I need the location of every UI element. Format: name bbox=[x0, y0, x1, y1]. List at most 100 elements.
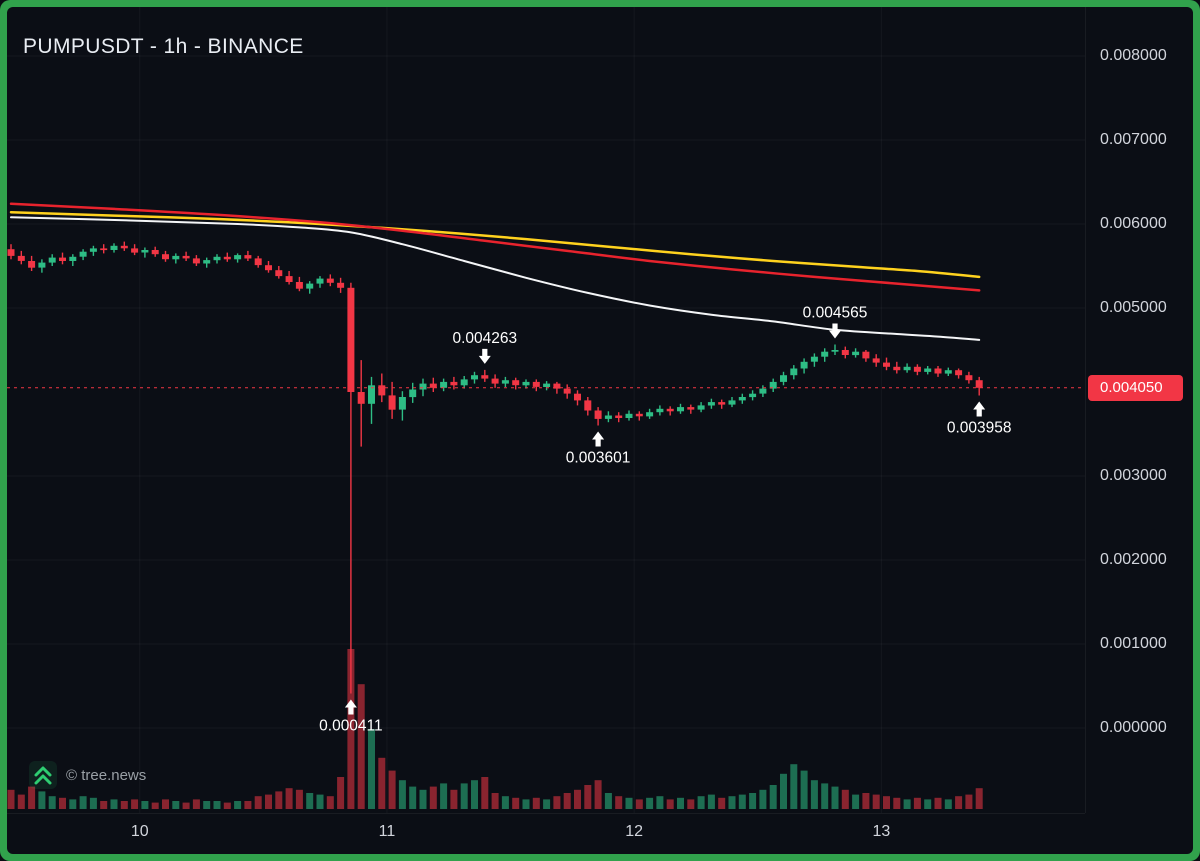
candle-body bbox=[388, 395, 396, 410]
candle-body bbox=[234, 255, 242, 260]
candle-body bbox=[398, 397, 406, 410]
current-price-label: 0.004050 bbox=[1088, 374, 1183, 401]
volume-bar bbox=[368, 729, 375, 809]
volume-bar bbox=[924, 799, 932, 809]
volume-bar bbox=[903, 799, 911, 809]
candle-body bbox=[718, 402, 726, 405]
volume-bar bbox=[357, 684, 365, 809]
volume-bar bbox=[285, 788, 293, 809]
candle-body bbox=[780, 375, 787, 382]
candle-body bbox=[151, 250, 159, 255]
volume-bar bbox=[615, 796, 623, 809]
volume-bar bbox=[563, 793, 571, 809]
candle-body bbox=[543, 383, 551, 387]
candle-body bbox=[28, 261, 36, 268]
candle-body bbox=[306, 283, 314, 289]
candle-body bbox=[203, 260, 211, 264]
candle-body bbox=[295, 282, 303, 289]
volume-bar bbox=[553, 796, 561, 809]
candle-body bbox=[326, 278, 334, 283]
volume-bar bbox=[59, 797, 66, 809]
volume-bar bbox=[316, 794, 324, 809]
volume-bar bbox=[110, 799, 118, 809]
candle-body bbox=[790, 368, 798, 376]
candle-body bbox=[852, 351, 860, 356]
candle-body bbox=[883, 362, 890, 367]
candle-body bbox=[841, 350, 849, 355]
candle-body bbox=[172, 255, 180, 260]
candle-body bbox=[131, 248, 139, 253]
volume-bar bbox=[213, 801, 221, 809]
tree-news-watermark[interactable]: © tree.news bbox=[29, 761, 146, 789]
volume-bar bbox=[543, 799, 551, 809]
price-annotation-label: 0.004263 bbox=[452, 330, 517, 347]
volume-bar bbox=[738, 794, 746, 809]
watermark-label: © tree.news bbox=[66, 766, 147, 784]
volume-bar bbox=[388, 770, 396, 809]
volume-bar bbox=[831, 786, 839, 809]
candle-body bbox=[615, 415, 623, 418]
candle-body bbox=[69, 256, 77, 261]
volume-bar bbox=[440, 783, 448, 809]
volume-bar bbox=[89, 797, 97, 809]
arrow-up-icon bbox=[973, 401, 986, 417]
volume-layer bbox=[7, 649, 983, 809]
candle-body bbox=[687, 407, 695, 410]
volume-bar bbox=[687, 799, 695, 809]
volume-bar bbox=[522, 799, 530, 809]
volume-bar bbox=[337, 777, 345, 809]
candle-body bbox=[38, 262, 46, 268]
candle-body bbox=[79, 251, 87, 257]
price-tick-label: 0.007000 bbox=[1100, 131, 1167, 148]
candle-body bbox=[368, 385, 375, 404]
volume-bar bbox=[810, 780, 818, 809]
candle-body bbox=[254, 258, 262, 266]
candle-body bbox=[471, 375, 478, 380]
price-tick-label: 0.003000 bbox=[1100, 467, 1167, 484]
volume-bar bbox=[378, 757, 386, 809]
time-tick-label: 13 bbox=[872, 823, 891, 840]
candle-body bbox=[800, 361, 808, 369]
volume-bar bbox=[944, 799, 952, 809]
candle-body bbox=[512, 380, 520, 386]
volume-bar bbox=[398, 780, 406, 809]
price-chart[interactable]: 0.004263 0.004565 0.003601 0.003958 0.000411 bbox=[7, 7, 1085, 813]
volume-bar bbox=[532, 797, 540, 809]
candle-body bbox=[893, 366, 901, 371]
arrow-down-icon bbox=[478, 348, 491, 364]
volume-bar bbox=[244, 801, 252, 809]
volume-bar bbox=[79, 796, 87, 809]
candles-layer bbox=[7, 241, 983, 694]
price-axis[interactable]: 0.004050 0.008000 0.007000 0.006000 0.00500… bbox=[1085, 7, 1187, 813]
volume-bar bbox=[646, 797, 654, 809]
volume-bar bbox=[192, 799, 200, 809]
candle-body bbox=[944, 370, 952, 374]
time-tick-label: 11 bbox=[378, 823, 396, 840]
price-tick-label: 0.002000 bbox=[1100, 551, 1167, 568]
volume-bar bbox=[28, 786, 36, 809]
candle-body bbox=[831, 350, 839, 352]
volume-bar bbox=[38, 791, 46, 809]
volume-bar bbox=[326, 796, 334, 809]
volume-bar bbox=[419, 789, 427, 809]
volume-bar bbox=[306, 793, 314, 809]
candle-body bbox=[903, 366, 911, 371]
candle-body bbox=[419, 383, 427, 390]
candle-body bbox=[162, 254, 169, 260]
volume-bar bbox=[512, 797, 520, 809]
candle-body bbox=[48, 257, 56, 263]
volume-bar bbox=[460, 783, 468, 809]
volume-bar bbox=[429, 786, 437, 809]
time-axis[interactable]: 10 11 12 13 bbox=[7, 813, 1085, 854]
candle-body bbox=[285, 276, 293, 282]
candle-body bbox=[934, 368, 942, 374]
candle-body bbox=[913, 366, 921, 372]
volume-bar bbox=[151, 802, 159, 809]
candle-body bbox=[862, 351, 870, 359]
volume-bar bbox=[203, 801, 211, 809]
candle-body bbox=[110, 245, 118, 250]
volume-bar bbox=[677, 797, 684, 809]
moving-averages-layer bbox=[9, 202, 981, 341]
volume-bar bbox=[120, 801, 128, 809]
